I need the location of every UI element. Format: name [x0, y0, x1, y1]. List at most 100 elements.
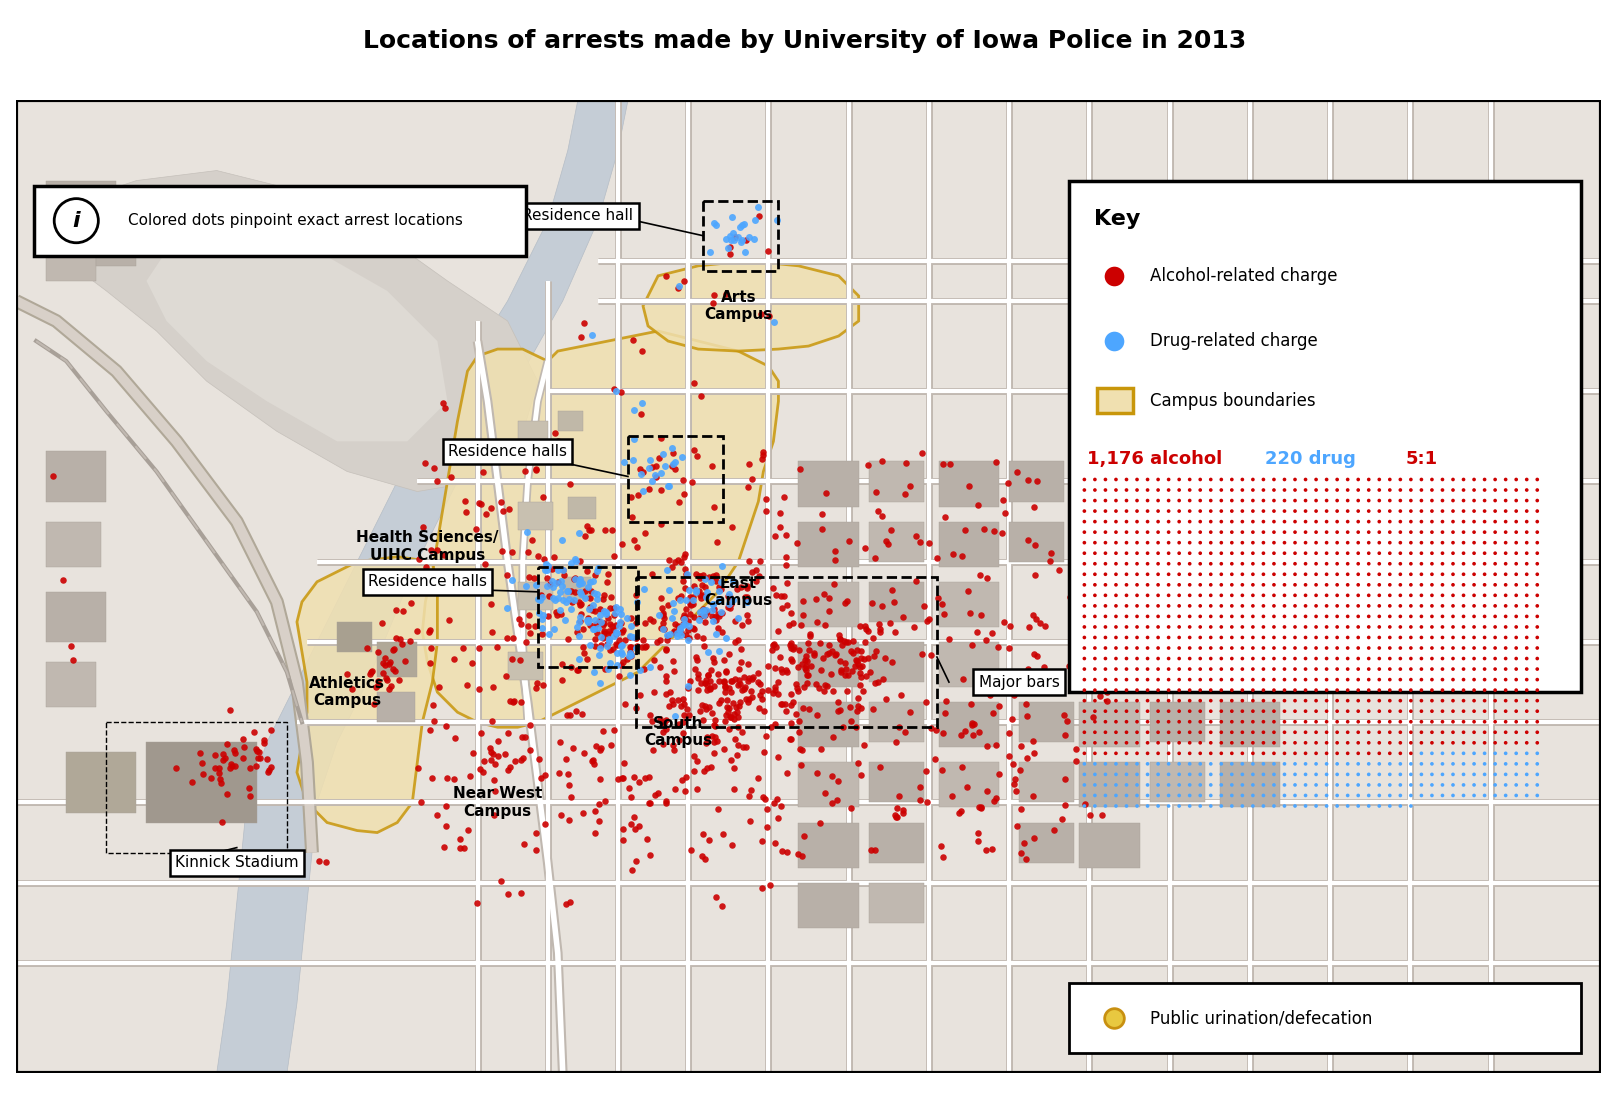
Point	[1324, 766, 1350, 784]
Point	[377, 656, 402, 673]
Point	[753, 790, 779, 808]
Point	[1345, 797, 1371, 814]
Point	[854, 623, 880, 640]
Point	[515, 617, 541, 635]
Text: 220 drug: 220 drug	[1265, 451, 1356, 468]
Point	[636, 480, 661, 498]
Point	[719, 208, 745, 226]
Point	[1387, 734, 1413, 752]
Point	[753, 490, 779, 508]
Point	[212, 749, 238, 767]
Point	[1387, 755, 1413, 773]
Point	[558, 788, 584, 806]
Polygon shape	[56, 171, 537, 491]
Point	[1398, 745, 1424, 763]
Point	[534, 561, 560, 579]
Point	[996, 747, 1022, 765]
Point	[1134, 544, 1160, 562]
Point	[1197, 533, 1223, 551]
Point	[1093, 544, 1118, 562]
Point	[1335, 734, 1361, 752]
Point	[830, 719, 856, 736]
Point	[1176, 755, 1202, 773]
Point	[587, 639, 613, 657]
Point	[578, 521, 603, 539]
Bar	[628, 436, 724, 521]
Point	[1451, 555, 1477, 573]
Point	[1493, 607, 1519, 625]
Point	[1324, 628, 1350, 646]
Point	[729, 681, 755, 699]
Point	[1313, 650, 1339, 668]
Point	[901, 618, 927, 636]
Point	[1104, 702, 1130, 720]
Point	[1134, 565, 1160, 583]
Point	[1503, 681, 1529, 699]
Point	[716, 700, 742, 717]
Point	[653, 792, 679, 810]
Point	[1220, 586, 1245, 604]
Point	[1514, 491, 1540, 509]
Point	[1261, 745, 1287, 763]
Point	[1052, 796, 1078, 813]
Point	[692, 850, 718, 867]
Point	[515, 543, 541, 561]
Point	[1472, 471, 1498, 488]
Point	[1229, 471, 1255, 488]
Point	[706, 591, 732, 608]
Point	[1022, 646, 1047, 663]
Point	[1429, 787, 1455, 804]
Point	[1229, 692, 1255, 710]
Point	[1261, 713, 1287, 731]
Point	[1155, 797, 1181, 814]
Point	[592, 660, 618, 678]
Text: Alcohol-related charge: Alcohol-related charge	[1149, 267, 1337, 284]
Point	[785, 723, 811, 741]
Point	[1072, 544, 1097, 562]
Point	[771, 586, 796, 604]
Point	[1419, 713, 1445, 731]
Point	[660, 440, 685, 457]
Point	[1102, 332, 1128, 349]
Point	[698, 573, 724, 591]
Point	[661, 553, 687, 571]
Point	[1482, 766, 1508, 784]
Point	[648, 618, 674, 636]
Point	[673, 591, 698, 608]
Point	[734, 606, 759, 624]
Point	[653, 672, 679, 690]
Point	[1104, 471, 1130, 488]
Point	[1482, 787, 1508, 804]
Point	[433, 818, 459, 835]
Point	[251, 732, 277, 749]
Point	[581, 752, 607, 769]
Point	[1197, 639, 1223, 657]
Point	[179, 773, 204, 790]
Point	[1429, 660, 1455, 678]
Point	[1229, 512, 1255, 530]
Point	[618, 648, 644, 666]
Point	[1059, 650, 1084, 668]
Point	[1176, 639, 1202, 657]
Point	[1493, 482, 1519, 499]
Point	[1197, 597, 1223, 615]
Point	[206, 759, 232, 777]
Point	[774, 574, 800, 592]
Point	[584, 590, 610, 607]
Point	[750, 788, 776, 806]
Point	[700, 599, 726, 617]
Point	[1054, 713, 1080, 731]
Point	[1250, 471, 1276, 488]
Point	[1104, 650, 1130, 668]
Point	[737, 691, 763, 709]
Point	[1303, 776, 1329, 793]
Point	[1524, 787, 1549, 804]
Point	[1146, 723, 1171, 741]
Point	[867, 623, 893, 640]
Point	[1187, 503, 1213, 520]
Point	[1093, 734, 1118, 752]
Point	[1250, 512, 1276, 530]
Point	[724, 703, 750, 721]
Point	[1472, 544, 1498, 562]
Point	[1292, 639, 1318, 657]
